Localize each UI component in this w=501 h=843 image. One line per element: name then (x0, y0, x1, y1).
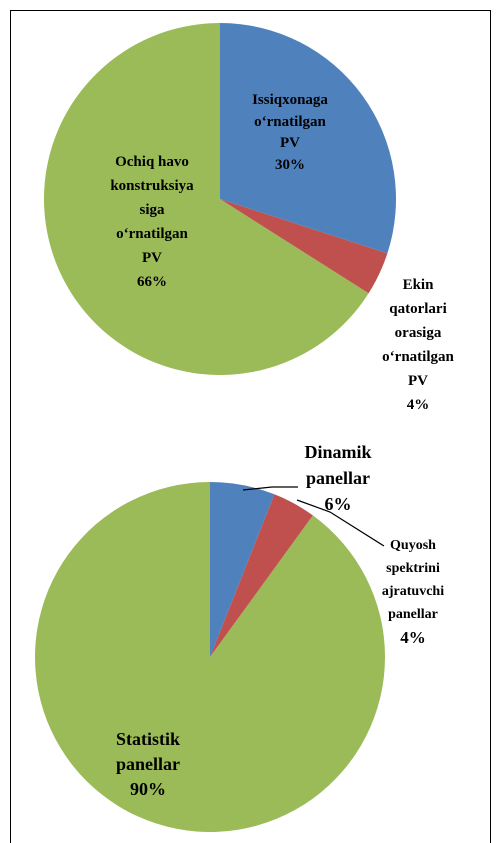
pie-slice (35, 482, 386, 832)
leader-line (296, 499, 385, 547)
category-label: Dinamik panellar (304, 442, 372, 488)
category-label: Statistik panellar (115, 729, 181, 774)
value-label: 6% (324, 494, 352, 514)
category-label: Ekin qatorlari orasiga o‘rnatilgan PV (382, 277, 454, 389)
value-label: 66% (137, 274, 167, 290)
category-label: Issiqxonaga o‘rnatilgan PV (252, 92, 328, 151)
slice-label: Statistik panellar 90% (116, 727, 180, 802)
category-label: Quyosh spektrini ajratuvchi panellar (381, 538, 445, 622)
value-label: 90% (129, 779, 166, 799)
category-label: Ochiq havo konstruksiya siga o‘rnatilgan… (110, 154, 194, 266)
pie-slice (43, 23, 369, 375)
value-label: 4% (406, 397, 430, 413)
slice-label: Issiqxonaga o‘rnatilgan PV 30% (252, 90, 328, 176)
pie-slice (220, 23, 396, 254)
pie-slice (210, 482, 275, 657)
value-label: 4% (400, 628, 426, 647)
pie-slice (220, 199, 388, 294)
pie-slice (210, 494, 313, 657)
leader-line (242, 486, 298, 491)
frame (10, 10, 491, 843)
slice-label: Dinamik panellar 6% (304, 439, 371, 517)
slice-label: Quyosh spektrini ajratuvchi panellar 4% (382, 534, 444, 649)
slice-label: Ekin qatorlari orasiga o‘rnatilgan PV 4% (382, 273, 454, 417)
value-label: 30% (275, 156, 305, 173)
slice-label: Ochiq havo konstruksiya siga o‘rnatilgan… (110, 150, 193, 294)
